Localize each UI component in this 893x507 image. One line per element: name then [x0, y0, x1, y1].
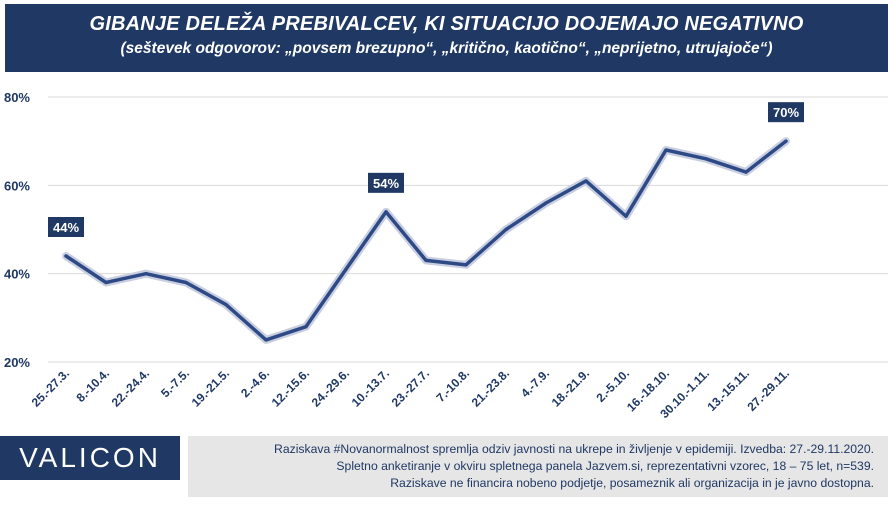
data-point	[224, 302, 228, 307]
data-point	[304, 325, 308, 329]
data-point	[384, 210, 388, 214]
data-point	[64, 254, 68, 258]
x-tick-label: 5.-7.5.	[158, 366, 192, 400]
title-banner: GIBANJE DELEŽA PREBIVALCEV, KI SITUACIJO…	[5, 4, 888, 72]
y-tick-label: 40%	[4, 267, 30, 282]
data-label-box	[768, 102, 804, 123]
survey-note-line: Spletno anketiranje v okviru spletnega p…	[336, 459, 874, 473]
data-point	[504, 227, 508, 232]
data-point	[584, 179, 588, 183]
y-tick-label: 60%	[4, 178, 30, 193]
data-label: 54%	[373, 176, 399, 191]
x-tick-label: 27.-29.11.	[744, 366, 792, 414]
x-tick-label: 24.-29.6.	[309, 366, 352, 409]
series-line	[64, 139, 788, 342]
data-label: 70%	[773, 105, 799, 120]
data-point	[704, 157, 708, 161]
x-tick-label: 18.-21.9.	[549, 366, 592, 409]
data-point	[144, 272, 148, 276]
x-tick-label: 8.-10.4.	[73, 366, 112, 405]
x-tick-label: 10.-13.7.	[349, 366, 392, 409]
data-point	[264, 338, 268, 342]
y-tick-label: 20%	[4, 355, 30, 370]
x-tick-label: 22.-24.4.	[109, 366, 152, 409]
data-point	[544, 201, 548, 205]
data-label-box	[368, 172, 404, 193]
line-chart: 20% 40% 60% 80% 25.-27.3. 8.-10.4.22.-24.4. 5.…	[4, 90, 888, 421]
data-point	[104, 280, 108, 285]
survey-note-line: Raziskave ne financira nobeno podjetje, …	[390, 476, 874, 490]
chart-subtitle: (seštevek odgovorov: „povsem brezupno“, …	[120, 40, 773, 57]
x-tick-label: 13.-15.11.	[704, 366, 752, 414]
x-tick-label: 7.-10.8.	[433, 366, 472, 405]
data-point	[624, 214, 628, 218]
data-point	[184, 280, 188, 285]
x-tick-label: 19.-21.5.	[189, 366, 232, 409]
y-tick-label: 80%	[4, 90, 30, 105]
x-tick-label: 2.-4.6.	[238, 366, 272, 400]
valicon-logo: VALICON	[0, 436, 180, 480]
data-label-box	[48, 217, 84, 237]
data-point	[344, 267, 348, 271]
data-point	[744, 170, 748, 174]
data-point	[784, 139, 788, 143]
x-tick-label: 2.-5.10.	[593, 366, 632, 405]
data-point	[664, 148, 668, 152]
survey-note: Raziskava #Novanormalnost spremlja odziv…	[188, 436, 888, 497]
series-line-glow	[62, 137, 790, 344]
x-tick-label: 4.-7.9.	[518, 366, 552, 400]
x-tick-label: 21.-23.8.	[469, 366, 512, 409]
x-tick-label: 23.-27.7.	[389, 366, 432, 409]
data-point	[424, 258, 428, 263]
x-tick-label: 12.-15.6.	[269, 366, 312, 409]
survey-note-line: Raziskava #Novanormalnost spremlja odziv…	[274, 442, 874, 456]
data-point	[464, 263, 468, 267]
x-tick-label: 25.-27.3.	[29, 366, 72, 409]
data-label: 44%	[53, 220, 79, 235]
chart-title: GIBANJE DELEŽA PREBIVALCEV, KI SITUACIJO…	[89, 13, 804, 35]
